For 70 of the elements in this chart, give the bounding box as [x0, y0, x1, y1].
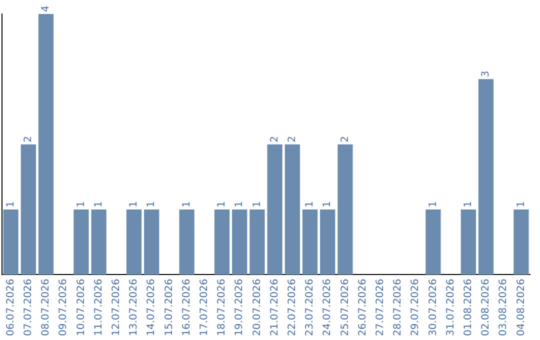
data-label: 1 — [146, 201, 158, 208]
bar — [232, 210, 248, 275]
bar — [267, 144, 282, 275]
bar — [426, 210, 441, 275]
x-tick-label: 30.07.2026 — [428, 278, 439, 336]
x-tick-label: 21.07.2026 — [269, 278, 280, 336]
bar — [284, 144, 300, 275]
data-label: 1 — [76, 201, 87, 208]
x-tick-label: 14.07.2026 — [146, 278, 158, 336]
data-label: 1 — [216, 201, 228, 208]
x-tick-label: 17.07.2026 — [198, 278, 210, 336]
bar — [38, 14, 54, 275]
x-tick-label: 04.08.2026 — [516, 278, 527, 336]
bar — [144, 210, 160, 275]
bar — [514, 210, 529, 275]
x-tick-label: 07.07.2026 — [22, 278, 34, 336]
x-tick-label: 22.07.2026 — [286, 278, 298, 336]
x-tick-label: 02.08.2026 — [480, 278, 492, 336]
x-tick-label: 27.07.2026 — [374, 278, 386, 336]
data-label: 3 — [480, 70, 492, 78]
x-tick-label: 25.07.2026 — [340, 278, 351, 336]
x-tick-label: 23.07.2026 — [304, 278, 316, 336]
data-label: 2 — [286, 136, 298, 142]
bar — [91, 210, 106, 275]
x-tick-label: 24.07.2026 — [322, 278, 334, 336]
x-tick-label: 15.07.2026 — [164, 278, 175, 336]
data-label: 1 — [181, 201, 192, 208]
data-label: 2 — [22, 136, 34, 142]
x-tick-label: 16.07.2026 — [181, 278, 192, 336]
x-tick-label: 13.07.2026 — [128, 278, 140, 336]
data-label: 1 — [428, 201, 439, 208]
x-tick-label: 19.07.2026 — [234, 278, 246, 336]
x-tick-label: 26.07.2026 — [357, 278, 368, 336]
data-label: 1 — [234, 201, 246, 208]
data-label: 1 — [304, 201, 316, 208]
data-label: 1 — [252, 201, 263, 208]
bar — [250, 210, 265, 275]
x-tick-label: 18.07.2026 — [216, 278, 228, 336]
data-label: 1 — [5, 201, 16, 208]
data-label: 1 — [462, 201, 474, 208]
data-label: 2 — [340, 136, 351, 142]
x-tick-label: 10.07.2026 — [76, 278, 87, 336]
x-tick-label: 09.07.2026 — [58, 278, 70, 336]
data-label: 1 — [93, 201, 104, 208]
data-label: 1 — [516, 201, 527, 208]
x-tick-label: 31.07.2026 — [445, 278, 456, 336]
bar — [3, 210, 18, 275]
bar — [214, 210, 230, 275]
x-tick-label: 12.07.2026 — [110, 278, 122, 336]
x-tick-label: 06.07.2026 — [5, 278, 16, 336]
bar — [20, 144, 36, 275]
bar — [338, 144, 353, 275]
x-tick-label: 08.07.2026 — [40, 278, 52, 336]
data-label: 1 — [128, 201, 140, 208]
data-label: 2 — [269, 136, 280, 142]
bar — [478, 79, 494, 275]
data-label: 4 — [40, 6, 52, 12]
bar — [460, 210, 476, 275]
x-tick-label: 29.07.2026 — [410, 278, 422, 336]
data-label: 1 — [322, 201, 334, 208]
bar — [74, 210, 89, 275]
bar — [179, 210, 194, 275]
x-tick-label: 01.08.2026 — [462, 278, 474, 336]
x-tick-label: 03.08.2026 — [498, 278, 510, 336]
bar — [126, 210, 142, 275]
bar — [302, 210, 318, 275]
x-tick-label: 20.07.2026 — [252, 278, 263, 336]
x-tick-label: 28.07.2026 — [392, 278, 404, 336]
x-tick-label: 11.07.2026 — [93, 278, 104, 336]
bar — [320, 210, 336, 275]
